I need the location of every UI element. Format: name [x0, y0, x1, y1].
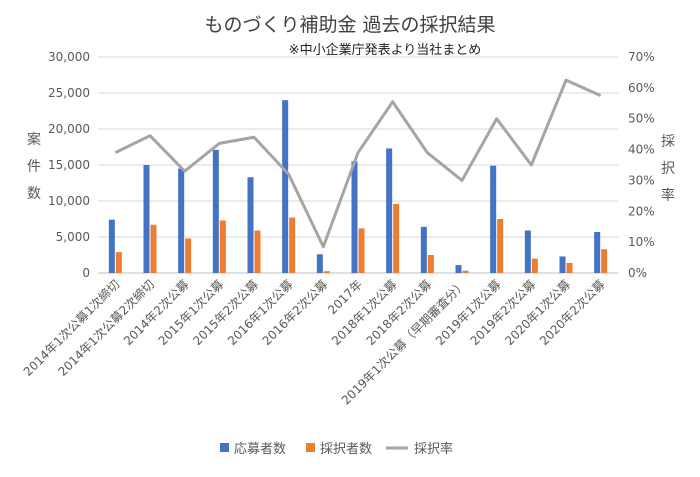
y-tick-label: 5,000 — [56, 230, 90, 244]
adopted-bar — [427, 255, 434, 273]
adopted-bar — [497, 219, 504, 273]
adopted-bar — [566, 262, 573, 273]
y2-tick-label: 40% — [628, 143, 655, 157]
applicants-bar — [247, 177, 254, 273]
rate-line — [114, 78, 602, 249]
applicants-bar — [108, 219, 115, 273]
right-axis-ticks: 0% 10% 20% 30% 40% 50% 60% 70% — [628, 50, 655, 280]
chart-title: ものづくり補助金 過去の採択結果 — [204, 14, 495, 36]
y-tick-label: 15,000 — [48, 158, 90, 172]
y-tick-label: 30,000 — [48, 50, 90, 64]
applicants-bar — [420, 226, 427, 273]
applicants-bar — [212, 149, 219, 273]
legend-item-1: 応募者数 — [220, 442, 286, 457]
applicants-bar — [559, 256, 566, 273]
chart-subtitle: ※中小企業庁発表より当社まとめ — [289, 42, 482, 58]
legend: 応募者数 採択者数 採択率 — [220, 441, 453, 457]
legend-label: 採択者数 — [320, 442, 372, 457]
y-tick-label: 10,000 — [48, 194, 90, 208]
left-axis-title: 案件数 — [27, 131, 41, 202]
legend-label: 採択率 — [414, 441, 453, 457]
left-axis-ticks: 0 5,000 10,000 15,000 20,000 25,000 30,000 — [48, 50, 90, 280]
applicants-bar — [282, 100, 289, 273]
legend-label: 応募者数 — [234, 442, 286, 457]
adopted-bar — [393, 203, 400, 273]
adopted-bar — [531, 258, 538, 273]
y2-tick-label: 60% — [628, 81, 655, 95]
adopted-bar — [358, 228, 365, 273]
y2-tick-label: 20% — [628, 204, 655, 218]
adoption-rate-line — [114, 78, 602, 249]
adopted-bar — [115, 252, 122, 273]
legend-item-3: 採択率 — [386, 441, 453, 457]
y2-tick-label: 0% — [628, 266, 647, 280]
applicants-bar — [351, 161, 358, 273]
adopted-bar — [601, 249, 608, 273]
y-axis-title: 案件数 — [27, 131, 41, 202]
adopted-bar — [254, 230, 261, 273]
legend-item-2: 採択者数 — [306, 442, 372, 457]
adopted-bar — [150, 224, 157, 273]
legend-swatch — [220, 443, 229, 452]
y2-tick-label: 30% — [628, 173, 655, 187]
adopted-bar — [289, 217, 296, 273]
applicants-bar — [490, 165, 497, 273]
y-tick-label: 0 — [82, 266, 90, 280]
gridlines — [98, 56, 618, 274]
y2-tick-label: 50% — [628, 112, 655, 126]
y2-axis-title: 採択率 — [661, 134, 675, 204]
adopted-bar — [323, 271, 330, 273]
adopted-bar — [219, 220, 226, 273]
applicants-bar — [455, 265, 462, 273]
applicants-bar — [524, 230, 531, 273]
applicants-bar — [386, 148, 393, 273]
applicants-bar — [316, 254, 323, 273]
adopted-bar — [185, 238, 192, 273]
y2-tick-label: 10% — [628, 235, 655, 249]
bars — [108, 100, 608, 273]
applicants-bar — [594, 231, 601, 273]
adopted-bar — [462, 270, 469, 273]
y-tick-label: 20,000 — [48, 122, 90, 136]
y2-tick-label: 70% — [628, 50, 655, 64]
legend-swatch — [306, 443, 315, 452]
y-tick-label: 25,000 — [48, 86, 90, 100]
right-axis-title: 採択率 — [661, 134, 675, 204]
applicants-bar — [178, 168, 185, 273]
applicants-bar — [143, 165, 150, 273]
